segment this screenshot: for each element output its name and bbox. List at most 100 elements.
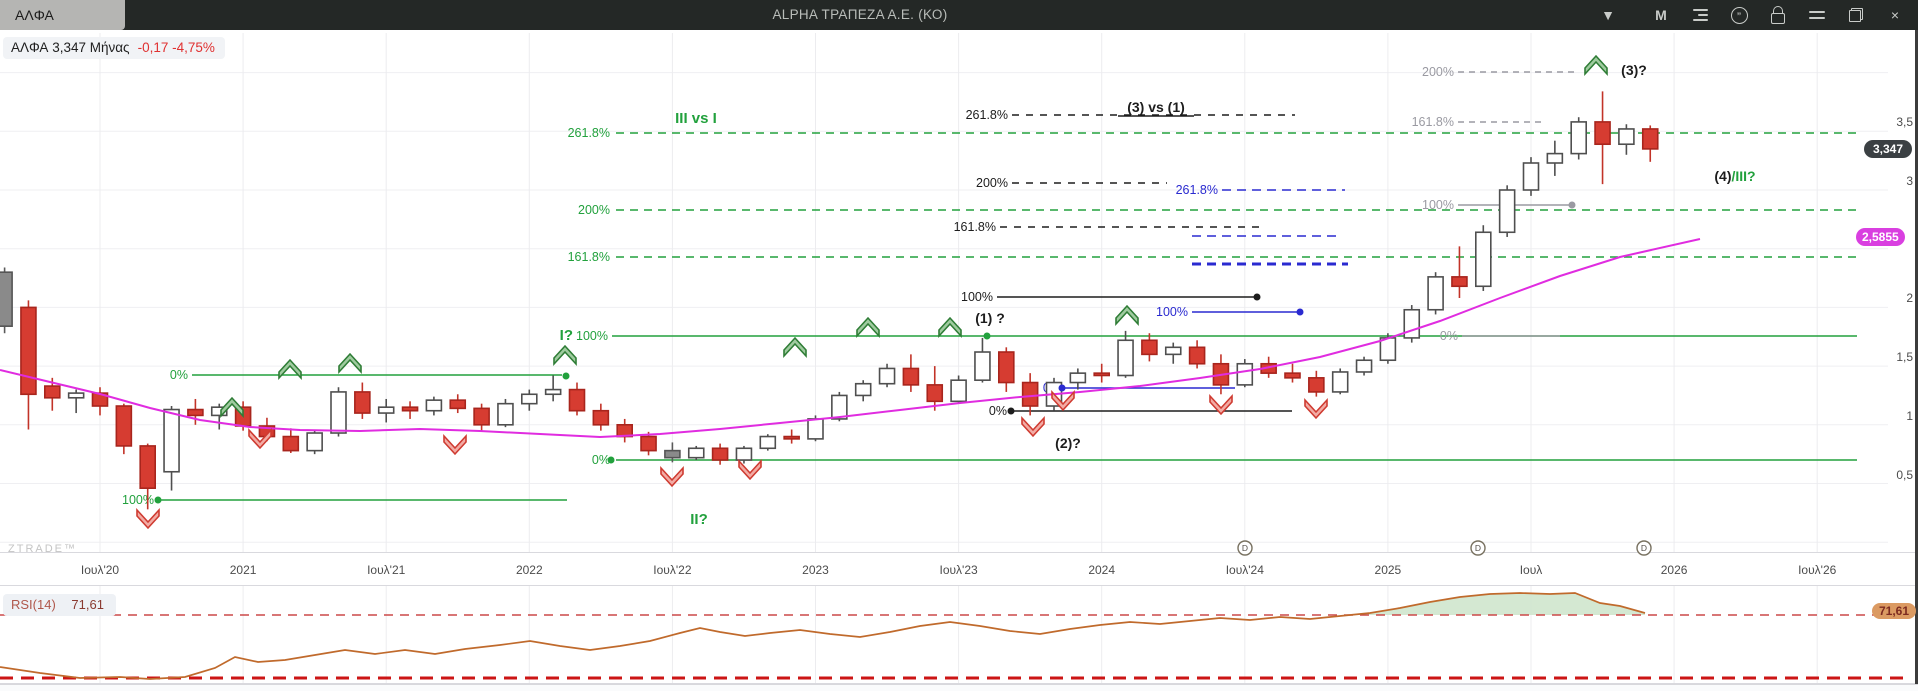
rsi-indicator-chip[interactable]: RSI(14) 71,61 [3,594,116,616]
candlestick[interactable] [1451,246,1468,299]
candle-body [783,435,800,440]
candlestick[interactable] [640,431,657,456]
menu-lines-icon[interactable] [1808,5,1826,25]
dividend-marker-icon[interactable] [1470,540,1486,556]
candle-body [425,399,443,412]
candlestick[interactable] [1403,305,1421,343]
pivot-down-icon [1021,415,1045,438]
candle-body [1188,346,1206,365]
candlestick[interactable] [759,434,777,451]
candlestick[interactable] [568,382,586,416]
fib-anchor-dot [1253,293,1261,301]
dividend-marker-icon[interactable] [1237,540,1253,556]
quote-summary-chip[interactable]: ΑΛΦΑ 3,347 Μήνας -0,17 -4,75% [3,37,225,59]
candlestick[interactable] [1164,342,1182,364]
candlestick[interactable] [664,442,681,463]
candlestick[interactable] [1427,272,1444,315]
candle-body [711,447,729,461]
candlestick[interactable] [20,300,37,430]
candlestick[interactable] [997,347,1015,392]
price-axis-label: 1,5 [1896,350,1913,364]
indicator-lines-icon[interactable] [1691,5,1709,25]
candlestick[interactable] [1117,330,1134,378]
candlestick[interactable] [497,398,514,428]
candlestick[interactable] [354,382,371,419]
dividend-marker-letter: D [1242,543,1248,553]
candlestick[interactable] [425,396,443,416]
candlestick[interactable] [401,401,419,419]
fib-level-label-green: 0% [170,368,188,382]
rsi-line[interactable] [0,592,1646,680]
candlestick[interactable] [1570,117,1587,160]
candlestick[interactable] [1618,124,1635,155]
candlestick[interactable] [187,398,204,425]
candlestick[interactable] [950,375,967,404]
candlestick[interactable] [926,366,944,411]
candlestick[interactable] [878,363,896,388]
candlestick[interactable] [1308,370,1325,397]
restore-window-icon[interactable] [1847,5,1865,25]
candlestick[interactable] [711,443,729,465]
candlestick[interactable] [139,443,156,510]
candlestick[interactable] [67,389,85,414]
candlestick[interactable] [687,445,705,461]
lock-icon[interactable] [1769,5,1787,25]
candlestick[interactable] [330,387,347,437]
candlestick[interactable] [1546,140,1564,176]
candlestick[interactable] [735,445,753,464]
candlestick[interactable] [902,354,920,392]
candle-body [950,379,967,403]
candlestick[interactable] [1236,359,1254,388]
candlestick[interactable] [1284,363,1301,383]
candlestick[interactable] [854,380,872,402]
close-icon[interactable]: × [1890,7,1900,23]
candlestick[interactable] [1069,368,1087,390]
dividend-marker-icon[interactable] [1636,540,1652,556]
quote-info-icon[interactable]: ” [1730,5,1748,25]
candlestick[interactable] [210,403,228,430]
candlestick[interactable] [974,337,991,383]
chevron-down-icon[interactable]: ▼ [1601,7,1615,23]
candlestick[interactable] [1641,125,1659,162]
fib-anchor-dot [1568,201,1576,209]
candlestick[interactable] [1498,185,1516,237]
time-axis-label: Ιουλ'20 [80,563,120,577]
candlestick[interactable] [306,430,323,455]
candle-body [115,405,133,447]
candlestick[interactable] [616,418,634,443]
candlestick[interactable] [163,406,180,491]
candlestick[interactable] [91,387,109,416]
candlestick[interactable] [377,398,395,423]
symbol-tab[interactable]: ΑΛΦΑ [0,0,125,30]
candlestick[interactable] [1355,356,1373,376]
platform-watermark: ZTRADE™ [8,543,77,555]
candle-body [1641,128,1659,150]
wave-count-label: (2)? [1055,435,1081,451]
candle-body [664,449,681,459]
candlestick[interactable] [0,267,13,334]
candlestick[interactable] [473,403,490,431]
candlestick[interactable] [449,394,467,414]
candle-body [1355,359,1373,373]
candle-body [377,406,395,414]
candlestick[interactable] [1093,363,1110,383]
candle-body [1522,162,1540,191]
candlestick[interactable] [1021,373,1039,416]
candlestick[interactable] [1331,368,1349,395]
candlestick[interactable] [520,389,538,411]
candlestick[interactable] [783,429,800,444]
moving-average-line[interactable] [0,238,1701,439]
candlestick[interactable] [1594,91,1611,185]
candlestick[interactable] [115,403,133,455]
candlestick[interactable] [544,375,562,402]
candlestick[interactable] [1188,340,1206,369]
candlestick[interactable] [1141,333,1158,362]
fib-level-label-black: 261.8% [966,108,1008,122]
candle-body [807,418,824,440]
timeframe-button[interactable]: M [1655,7,1667,23]
candlestick[interactable] [1475,225,1492,291]
candlestick[interactable] [1522,157,1540,196]
candlestick[interactable] [282,428,300,453]
candlestick[interactable] [592,403,610,431]
